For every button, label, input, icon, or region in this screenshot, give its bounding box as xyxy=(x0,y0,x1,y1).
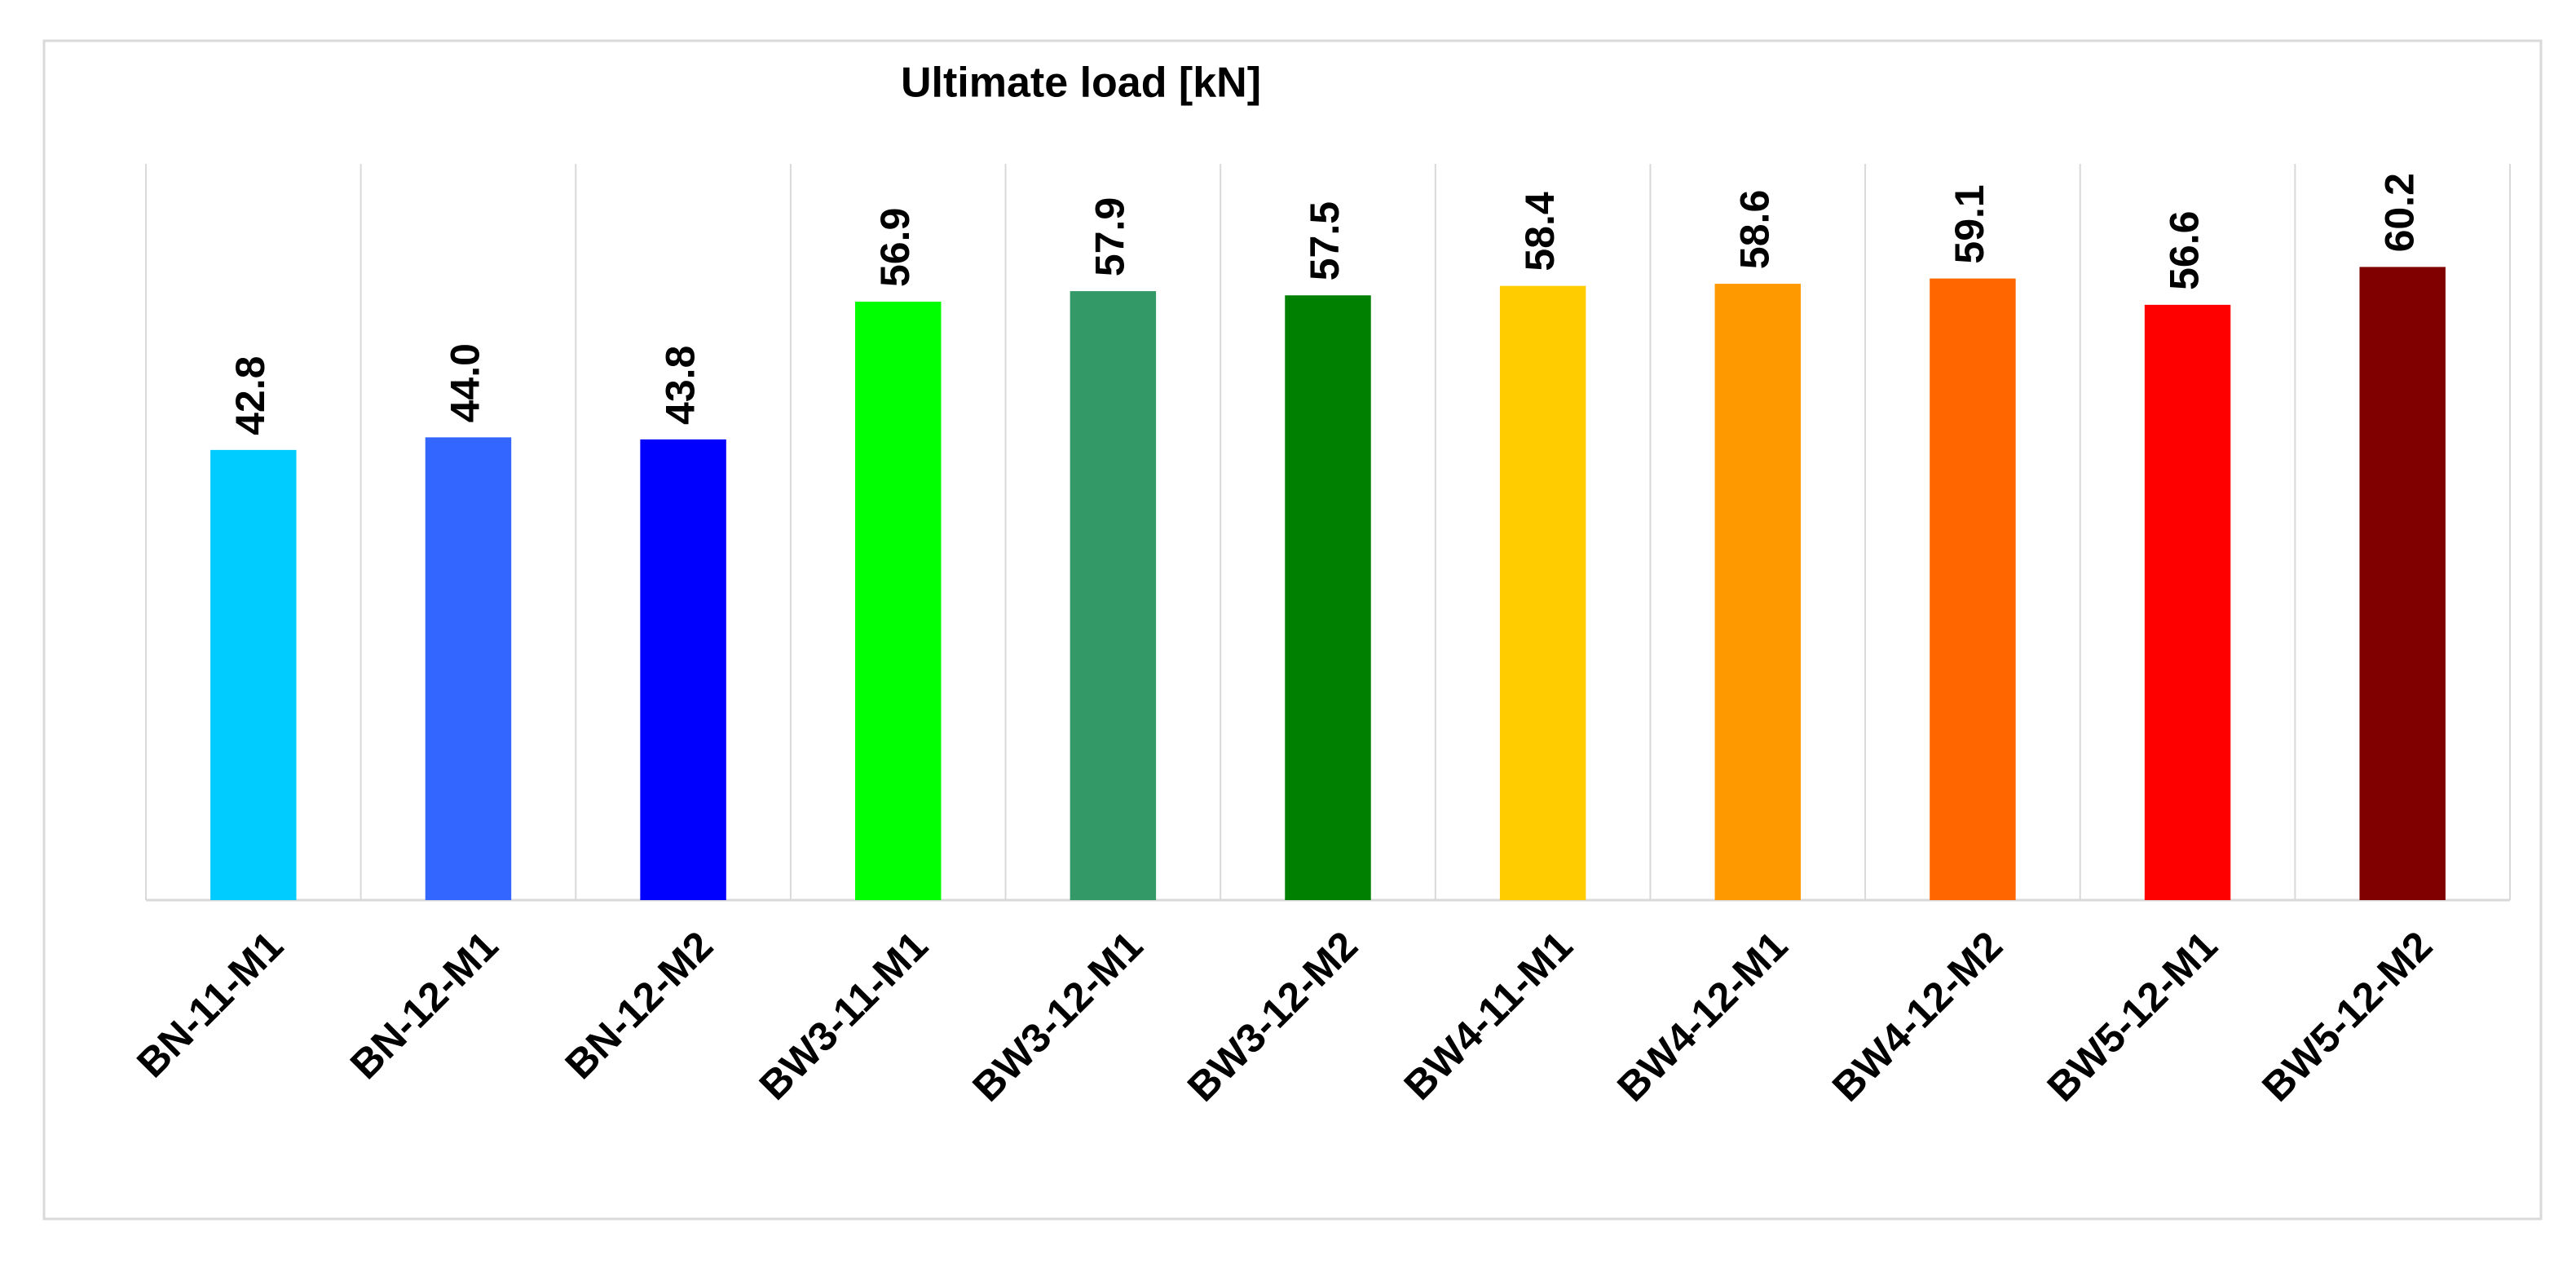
data-label: 56.6 xyxy=(2162,211,2208,290)
data-label: 60.2 xyxy=(2376,173,2422,252)
bar xyxy=(210,449,297,900)
bar xyxy=(1499,285,1586,900)
data-label: 42.8 xyxy=(227,356,273,435)
bar xyxy=(640,439,726,900)
bar xyxy=(1714,284,1801,900)
data-label: 56.9 xyxy=(872,208,918,287)
data-label: 59.1 xyxy=(1947,184,1992,263)
data-label: 44.0 xyxy=(443,343,488,422)
bar xyxy=(1930,278,2016,900)
data-label: 58.4 xyxy=(1517,192,1563,272)
data-label: 57.9 xyxy=(1087,197,1133,276)
data-label: 43.8 xyxy=(657,346,703,425)
chart-title: Ultimate load [kN] xyxy=(901,60,1261,107)
data-label: 58.6 xyxy=(1731,190,1777,269)
bar xyxy=(425,437,512,900)
bar xyxy=(2144,304,2231,900)
bar xyxy=(1285,295,1371,900)
bar xyxy=(2359,267,2446,900)
data-label: 57.5 xyxy=(1302,201,1348,280)
bar xyxy=(855,301,942,900)
bar xyxy=(1070,291,1157,901)
